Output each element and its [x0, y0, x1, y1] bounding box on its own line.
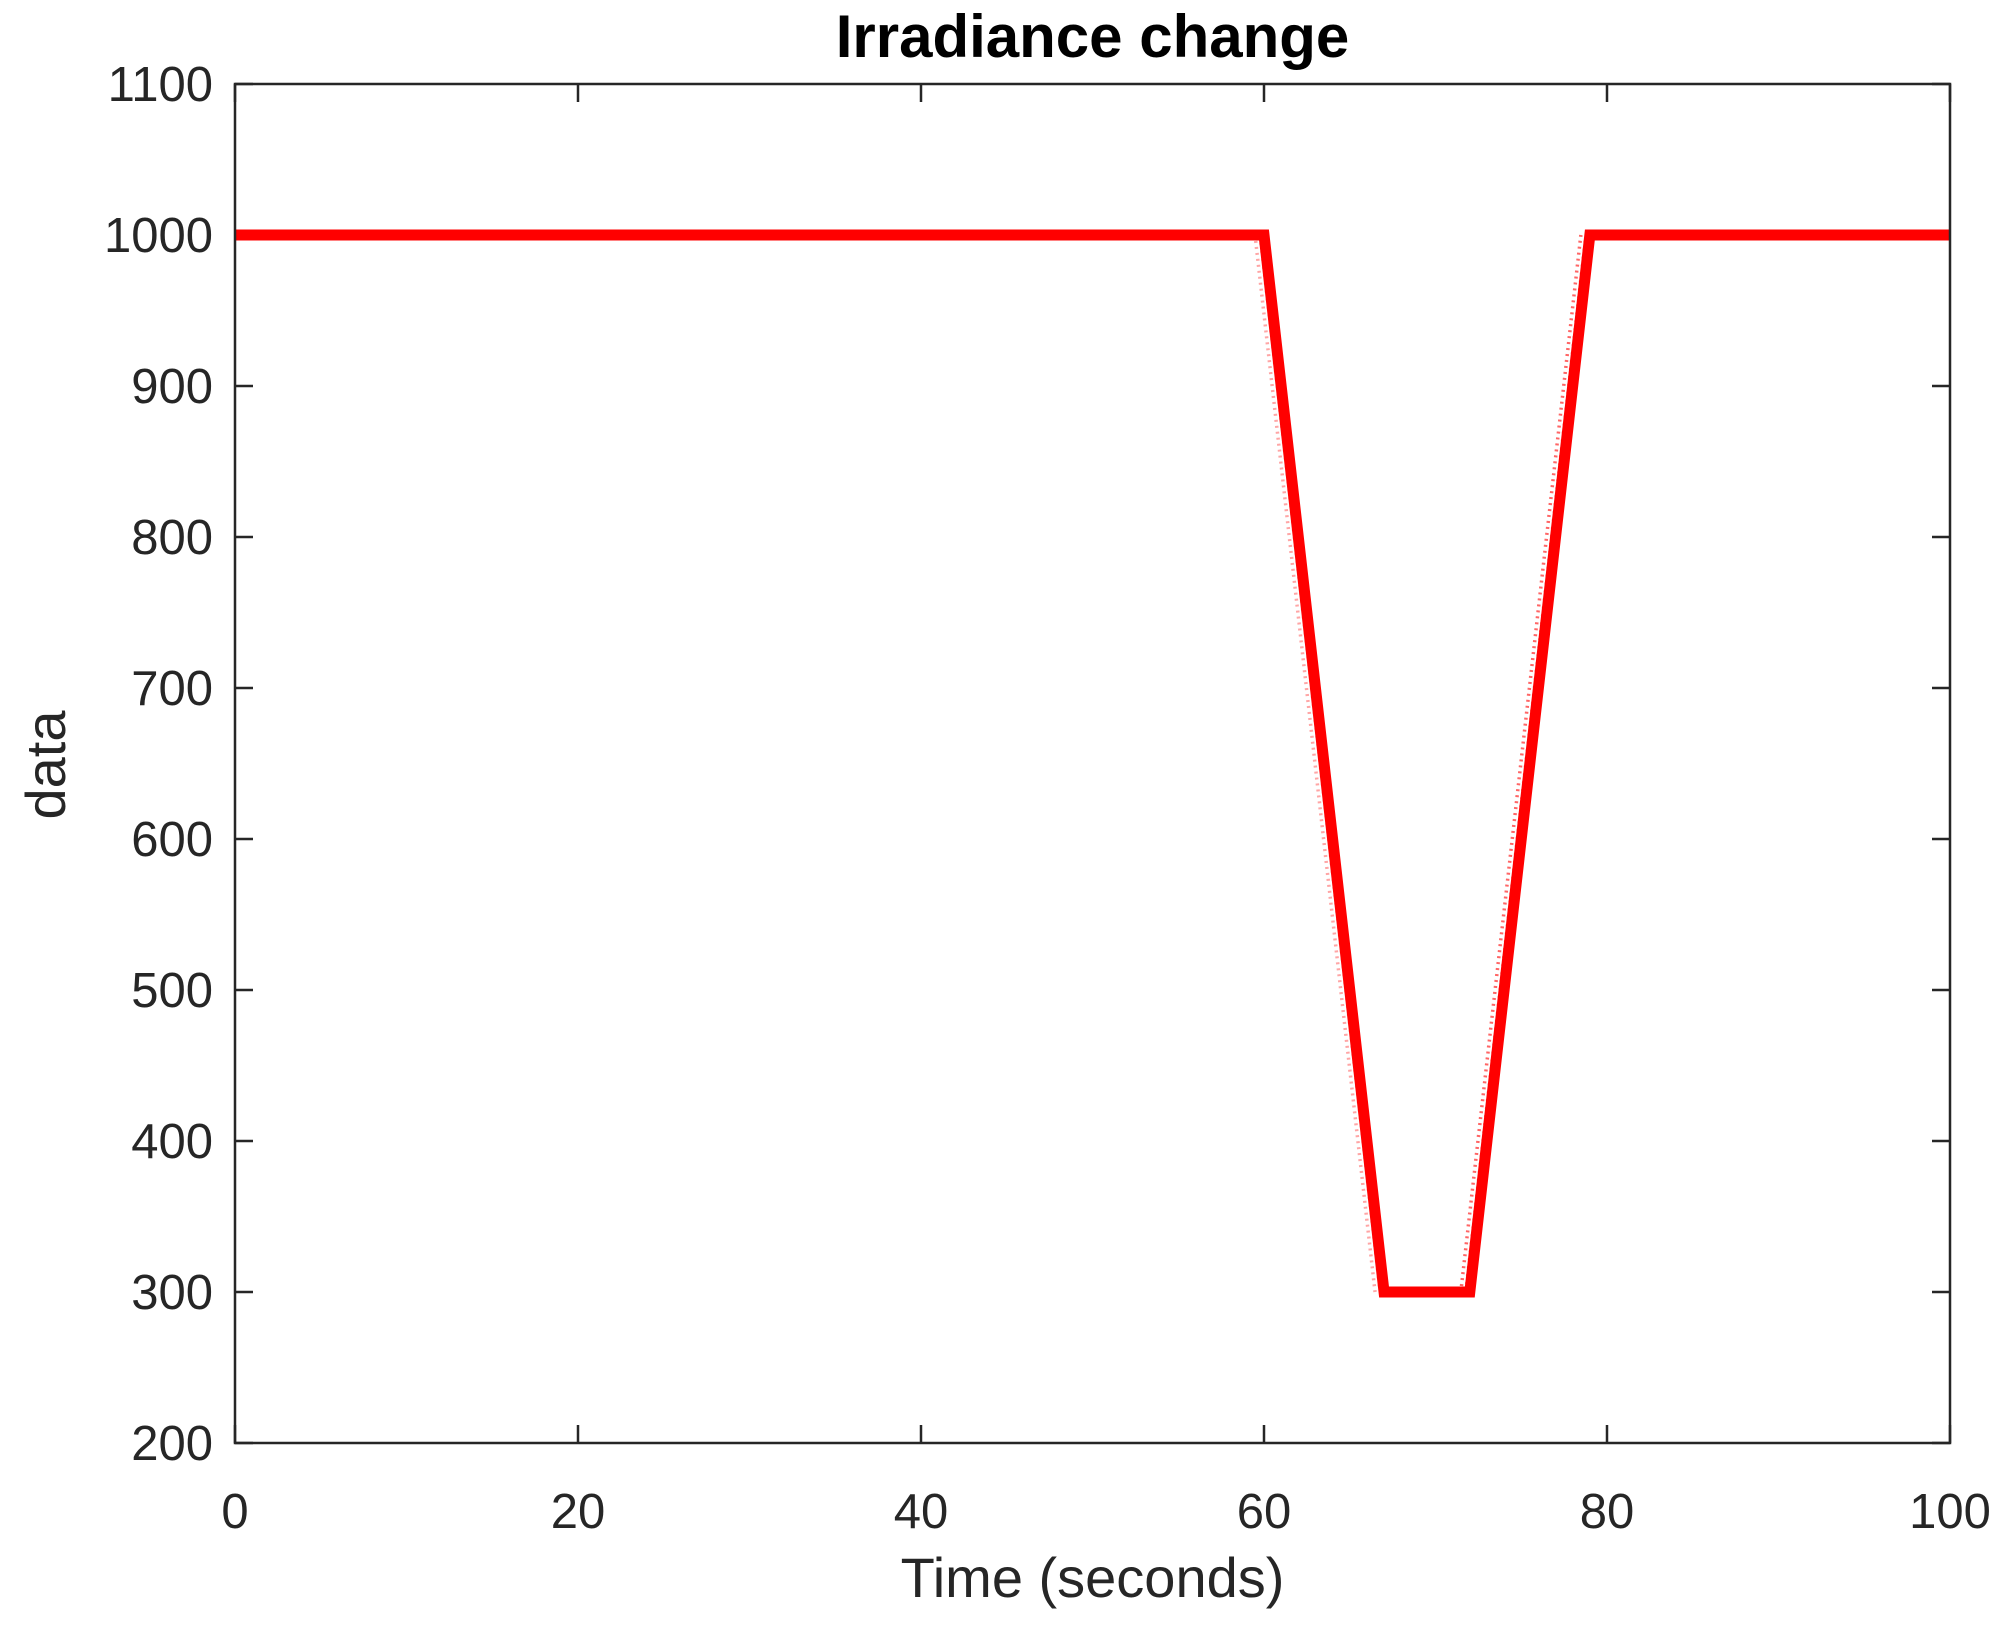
x-axis-label: Time (seconds) — [900, 1546, 1285, 1609]
y-tick-label: 500 — [131, 964, 213, 1018]
x-tick-label: 60 — [1237, 1485, 1292, 1539]
x-tick-label: 100 — [1909, 1485, 1991, 1539]
y-tick-label: 900 — [131, 360, 213, 414]
plot-border — [233, 82, 1952, 1445]
y-tick-label: 800 — [131, 511, 213, 565]
series-line — [235, 229, 1950, 1298]
x-tick-label: 40 — [894, 1485, 949, 1539]
y-tick-label: 700 — [131, 662, 213, 716]
x-tick-label: 20 — [551, 1485, 606, 1539]
x-tick-label: 80 — [1580, 1485, 1635, 1539]
y-tick-label: 200 — [131, 1417, 213, 1471]
y-tick-label: 400 — [131, 1115, 213, 1169]
series-fuzz — [1459, 234, 1583, 1293]
y-tick-label: 300 — [131, 1266, 213, 1320]
series-fuzz — [1253, 234, 1377, 1293]
y-tick-label: 600 — [131, 813, 213, 867]
x-tick-label: 0 — [221, 1485, 248, 1539]
y-tick-label: 1000 — [104, 209, 213, 263]
y-tick-label: 1100 — [108, 58, 213, 112]
chart-title: Irradiance change — [835, 3, 1350, 70]
